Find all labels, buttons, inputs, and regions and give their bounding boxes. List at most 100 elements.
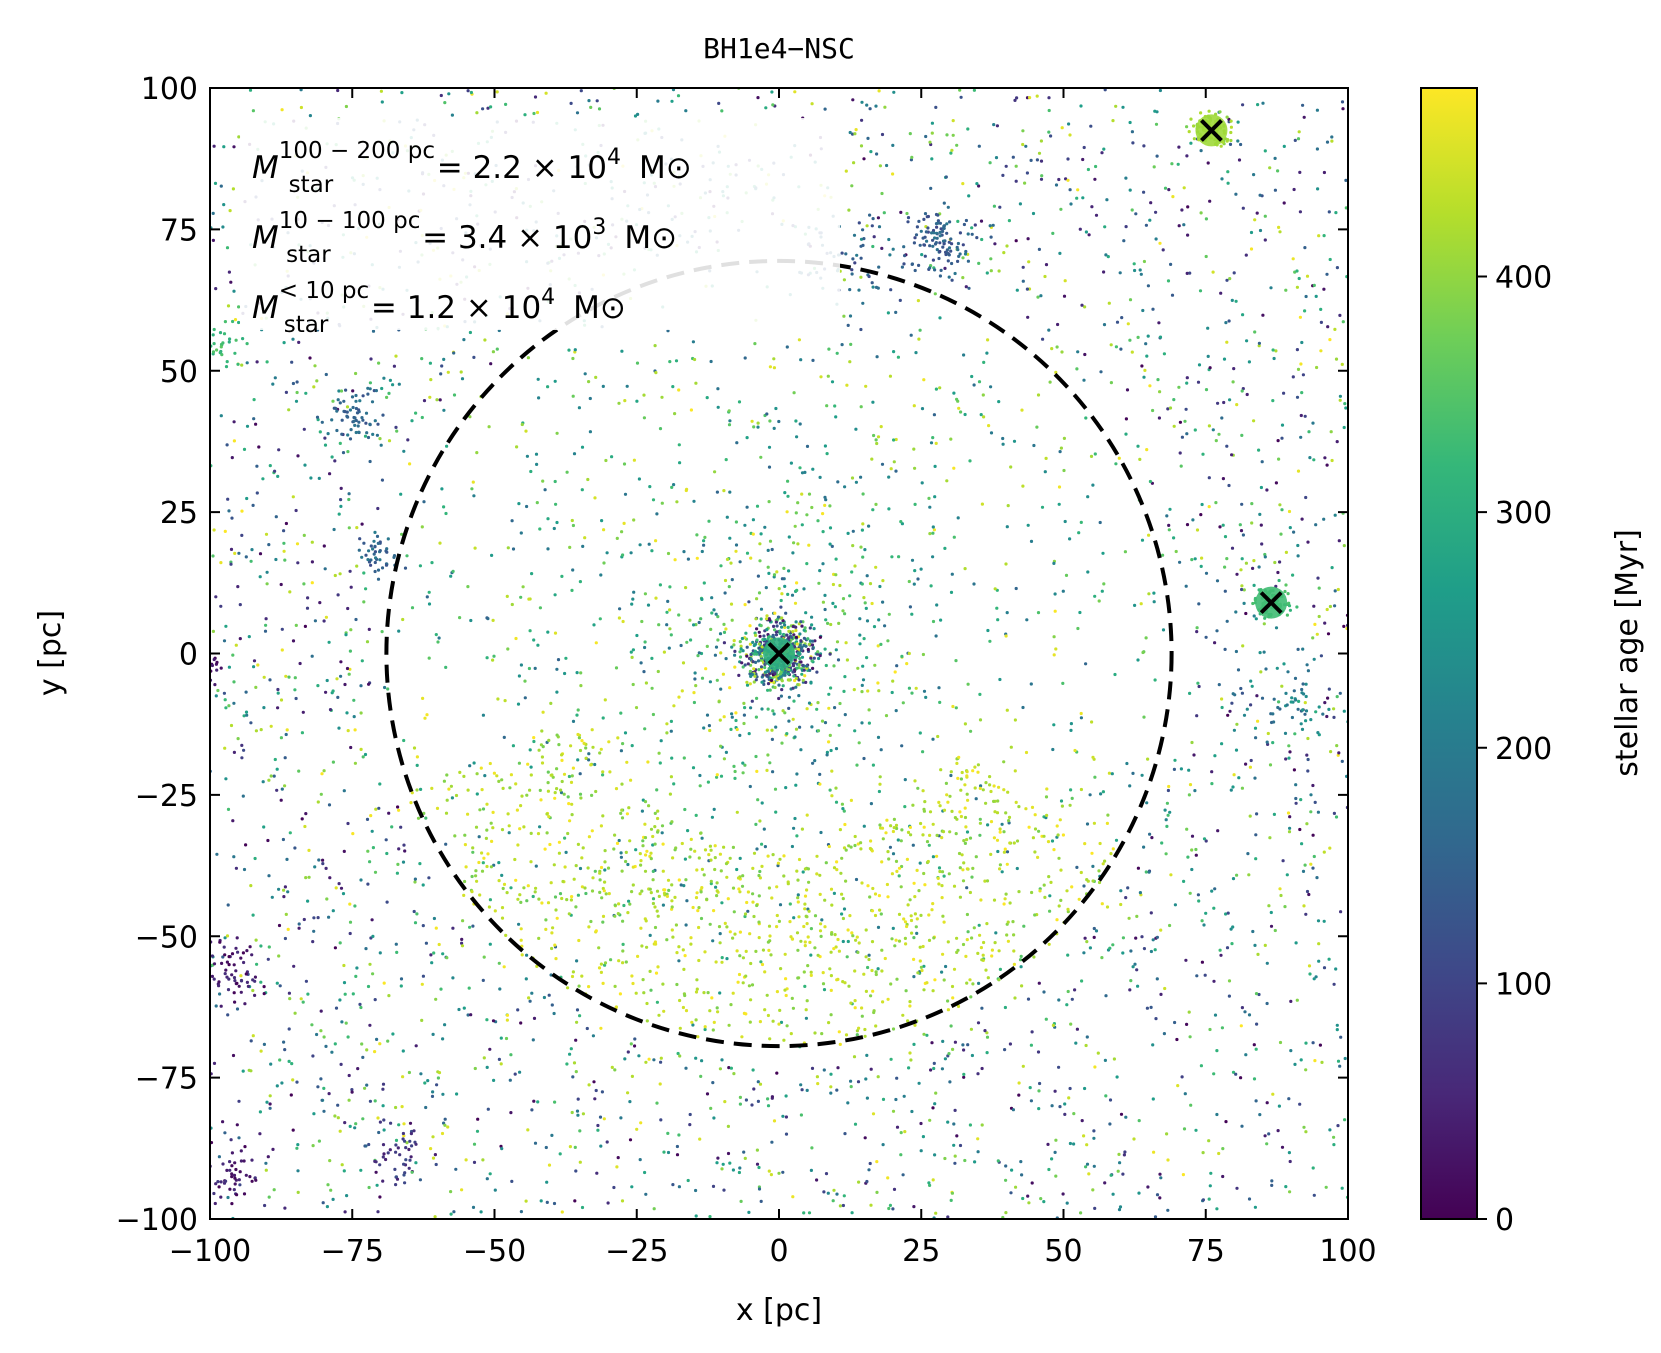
star-point bbox=[762, 634, 766, 638]
star-point bbox=[809, 953, 813, 957]
star-point bbox=[1021, 1196, 1025, 1201]
star-point bbox=[258, 1132, 262, 1136]
star-point bbox=[1317, 586, 1321, 590]
star-point bbox=[899, 885, 903, 889]
star-point bbox=[1085, 1143, 1089, 1147]
star-point bbox=[1076, 350, 1080, 354]
star-point bbox=[1052, 723, 1056, 727]
star-point bbox=[792, 541, 796, 545]
star-point bbox=[460, 937, 464, 942]
star-point bbox=[1100, 151, 1104, 155]
star-point bbox=[775, 624, 779, 628]
star-point bbox=[817, 656, 821, 661]
star-point bbox=[274, 557, 278, 562]
star-point bbox=[714, 612, 718, 616]
star-point bbox=[469, 618, 473, 623]
star-point bbox=[308, 356, 312, 360]
star-point bbox=[877, 618, 881, 622]
star-point bbox=[1017, 1093, 1021, 1097]
star-point bbox=[715, 1006, 719, 1010]
star-point bbox=[795, 772, 799, 776]
star-point bbox=[682, 884, 686, 888]
star-point bbox=[722, 845, 726, 849]
star-point bbox=[756, 421, 760, 425]
star-point bbox=[1005, 862, 1009, 866]
star-point bbox=[787, 636, 791, 640]
star-point bbox=[316, 684, 320, 688]
star-point bbox=[301, 1000, 305, 1004]
star-point bbox=[335, 428, 339, 433]
star-point bbox=[1014, 1185, 1018, 1189]
star-point bbox=[297, 769, 301, 773]
star-point bbox=[708, 728, 712, 733]
star-point bbox=[859, 144, 864, 148]
star-point bbox=[1035, 94, 1039, 98]
star-point bbox=[1255, 694, 1259, 698]
star-point bbox=[1031, 211, 1036, 216]
star-point bbox=[326, 1183, 330, 1187]
star-point bbox=[963, 1158, 967, 1163]
star-point bbox=[1227, 319, 1231, 323]
star-point bbox=[800, 492, 804, 496]
star-point bbox=[365, 1048, 369, 1052]
star-point bbox=[462, 893, 466, 898]
star-point bbox=[1280, 684, 1284, 688]
star-point bbox=[254, 938, 258, 942]
star-point bbox=[1009, 1191, 1013, 1195]
star-point bbox=[718, 852, 723, 856]
star-point bbox=[1241, 644, 1245, 648]
star-point bbox=[887, 507, 891, 511]
star-point bbox=[1107, 771, 1111, 775]
star-point bbox=[846, 939, 850, 944]
star-point bbox=[1245, 339, 1249, 343]
star-point bbox=[716, 405, 720, 409]
star-point bbox=[766, 707, 770, 711]
star-point bbox=[703, 1027, 707, 1032]
star-point bbox=[333, 573, 337, 578]
star-point bbox=[1334, 967, 1338, 971]
star-point bbox=[1105, 821, 1109, 826]
star-point bbox=[525, 899, 529, 903]
star-point bbox=[973, 1160, 977, 1164]
star-point bbox=[1332, 1135, 1336, 1139]
star-point bbox=[1058, 1105, 1062, 1109]
star-point bbox=[1305, 889, 1310, 894]
star-point bbox=[1075, 865, 1079, 870]
star-point bbox=[1311, 783, 1315, 788]
star-point bbox=[965, 981, 969, 985]
star-point bbox=[1080, 303, 1084, 307]
star-point bbox=[1111, 943, 1115, 947]
star-point bbox=[467, 986, 471, 990]
star-point bbox=[731, 936, 735, 940]
star-point bbox=[724, 458, 728, 462]
star-point bbox=[937, 686, 941, 690]
star-point bbox=[709, 359, 713, 364]
star-point bbox=[798, 725, 802, 729]
star-point bbox=[1284, 1185, 1288, 1189]
star-point bbox=[821, 982, 826, 986]
star-point bbox=[934, 441, 938, 445]
star-point bbox=[581, 544, 585, 549]
star-point bbox=[789, 1032, 793, 1036]
star-point bbox=[251, 503, 255, 507]
star-point bbox=[273, 469, 277, 473]
star-point bbox=[985, 1051, 989, 1055]
star-point bbox=[1182, 186, 1186, 190]
star-point bbox=[848, 130, 852, 135]
star-point bbox=[555, 667, 559, 671]
star-point bbox=[915, 931, 919, 936]
star-point bbox=[985, 271, 989, 275]
star-point bbox=[1011, 1108, 1016, 1112]
star-point bbox=[1300, 517, 1304, 521]
star-point bbox=[577, 938, 581, 943]
star-point bbox=[626, 1091, 630, 1095]
star-point bbox=[1084, 1043, 1088, 1048]
star-point bbox=[1163, 808, 1167, 812]
star-point bbox=[928, 1118, 932, 1122]
star-point bbox=[508, 1078, 512, 1082]
star-point bbox=[783, 584, 787, 589]
star-point bbox=[754, 678, 758, 682]
star-point bbox=[380, 478, 384, 482]
star-point bbox=[637, 1054, 641, 1058]
star-point bbox=[632, 590, 636, 594]
